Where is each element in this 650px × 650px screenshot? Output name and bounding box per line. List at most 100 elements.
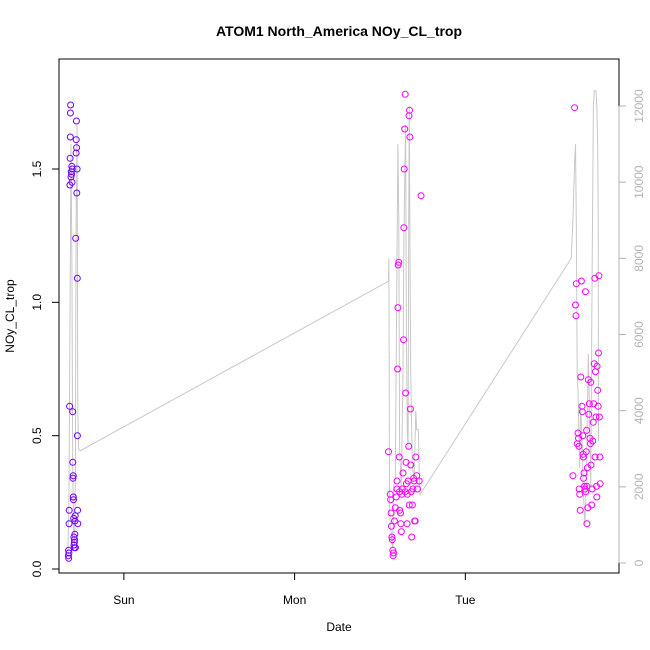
data-point: [576, 506, 584, 514]
data-point: [576, 490, 584, 498]
y2-tick-label: 12000: [632, 89, 646, 123]
data-point: [591, 453, 599, 461]
y-tick-label: 0.0: [30, 560, 44, 577]
data-point: [72, 117, 80, 125]
data-point: [593, 362, 601, 370]
x-tick-label: Sun: [113, 593, 134, 607]
data-point: [588, 501, 596, 509]
data-point: [68, 178, 76, 186]
data-point: [589, 418, 597, 426]
data-point: [385, 448, 392, 456]
data-point: [414, 485, 421, 493]
data-point: [596, 453, 604, 461]
data-point: [69, 493, 77, 501]
data-point: [577, 373, 585, 381]
data-point: [73, 274, 81, 282]
data-point: [580, 469, 588, 477]
plot-frame: [58, 58, 620, 574]
data-point: [69, 472, 77, 480]
data-point: [580, 453, 587, 461]
data-point: [72, 149, 80, 157]
data-point: [589, 437, 597, 445]
data-point: [577, 277, 585, 285]
series-layer: [64, 90, 604, 562]
data-point: [70, 496, 77, 504]
data-point: [406, 405, 414, 413]
data-point: [596, 480, 604, 488]
axis-layer: Sun Mon Tue 0.0 0.5 1.0 1.5 0 2000 4000 6000 8000 10…: [30, 89, 646, 607]
data-point: [405, 112, 413, 120]
data-point: [389, 552, 397, 560]
data-point: [68, 165, 76, 173]
data-point: [406, 133, 414, 141]
data-point: [68, 170, 76, 178]
data-point: [392, 493, 400, 501]
x-axis-label: Date: [326, 620, 352, 634]
data-point: [387, 509, 395, 517]
data-point: [66, 133, 74, 141]
data-point: [397, 528, 405, 536]
data-point: [396, 506, 404, 514]
data-point: [401, 90, 409, 98]
data-point: [407, 461, 415, 469]
data-point: [400, 224, 408, 232]
data-point: [66, 402, 74, 410]
data-point: [388, 533, 396, 541]
data-point: [575, 442, 583, 450]
data-point: [394, 261, 402, 269]
data-point: [403, 520, 411, 528]
y2-tick-label: 8000: [632, 245, 646, 272]
y2-tick-label: 6000: [632, 321, 646, 348]
data-point: [408, 501, 416, 509]
data-point: [71, 544, 79, 552]
data-point: [581, 288, 589, 296]
data-point: [66, 154, 74, 162]
data-point: [405, 442, 413, 450]
data-point: [400, 336, 407, 344]
data-point: [583, 482, 591, 490]
y-tick-label: 1.5: [30, 160, 44, 177]
data-point: [571, 104, 579, 112]
y-tick-label: 0.5: [30, 427, 44, 444]
data-point: [74, 506, 82, 514]
data-point: [417, 192, 425, 200]
data-point: [587, 461, 595, 469]
data-point: [69, 408, 77, 416]
data-point: [405, 501, 413, 509]
data-point: [74, 520, 82, 528]
data-point: [594, 402, 602, 410]
data-point: [73, 165, 81, 173]
data-point: [595, 413, 603, 421]
data-point: [65, 546, 73, 554]
data-point: [411, 517, 419, 525]
data-point: [578, 402, 586, 410]
data-point: [73, 432, 81, 440]
data-point: [66, 109, 74, 117]
data-point: [593, 493, 601, 501]
x-tick-label: Mon: [283, 593, 306, 607]
data-point: [390, 549, 398, 557]
data-point: [387, 496, 395, 504]
data-point: [394, 365, 402, 373]
data-point: [409, 485, 417, 493]
data-point: [585, 410, 593, 418]
data-point: [395, 258, 403, 266]
data-point: [71, 530, 79, 538]
data-point: [72, 136, 80, 144]
data-point: [594, 386, 602, 394]
data-point: [415, 477, 423, 485]
data-point: [65, 520, 73, 528]
data-point: [572, 312, 580, 320]
data-point: [391, 517, 398, 525]
data-point: [572, 301, 579, 309]
data-point: [68, 162, 76, 170]
data-point: [397, 520, 405, 528]
data-point: [569, 472, 577, 480]
data-point: [587, 378, 595, 386]
data-point: [406, 106, 413, 114]
data-point: [73, 189, 81, 197]
data-point: [583, 520, 591, 528]
y2-tick-label: 4000: [632, 397, 646, 424]
chart-title: ATOM1 North_America NOy_CL_trop: [216, 23, 462, 39]
data-point: [395, 453, 403, 461]
